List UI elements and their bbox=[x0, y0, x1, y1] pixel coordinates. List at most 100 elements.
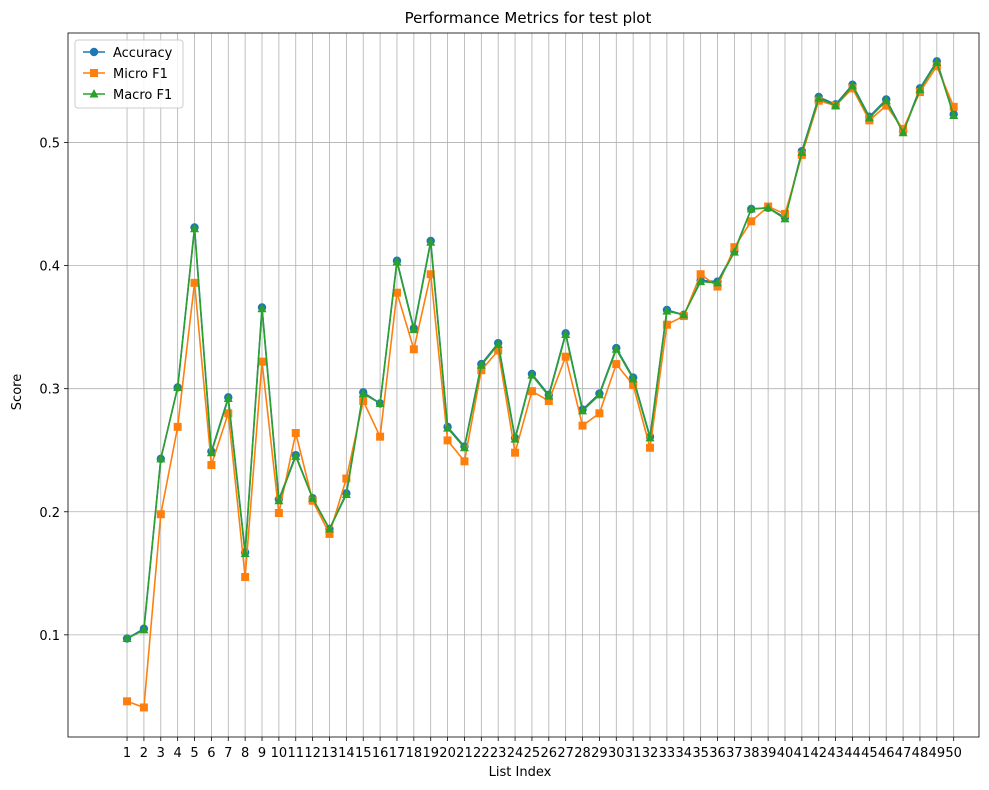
x-tick-label: 44 bbox=[844, 746, 861, 761]
legend-label-micro-f1: Micro F1 bbox=[113, 67, 168, 82]
x-tick-label: 47 bbox=[895, 746, 912, 761]
x-tick-label: 20 bbox=[439, 746, 456, 761]
x-tick-label: 24 bbox=[507, 746, 524, 761]
macro-f1-point bbox=[493, 339, 503, 348]
macro-f1-point bbox=[949, 110, 959, 119]
macro-f1-point bbox=[898, 127, 908, 137]
micro-f1-point bbox=[629, 381, 638, 389]
y-axis-label: Score bbox=[10, 374, 25, 410]
micro-f1-point bbox=[949, 102, 958, 111]
micro-f1-point bbox=[207, 461, 216, 469]
x-tick-label: 7 bbox=[224, 746, 232, 761]
macro-f1-point bbox=[173, 382, 183, 391]
x-tick-label: 39 bbox=[760, 746, 777, 761]
x-tick-label: 23 bbox=[490, 746, 507, 761]
y-tick-label: 0.5 bbox=[39, 137, 60, 152]
micro-f1-point bbox=[646, 443, 655, 452]
x-tick-label: 16 bbox=[372, 746, 389, 761]
micro-f1-point bbox=[156, 510, 165, 519]
macro-f1-point bbox=[139, 624, 149, 634]
micro-f1-point bbox=[139, 703, 148, 712]
macro-f1-point bbox=[628, 373, 638, 383]
micro-f1-point bbox=[511, 448, 520, 457]
x-tick-label: 50 bbox=[945, 746, 962, 761]
macro-f1-point bbox=[746, 204, 756, 213]
micro-f1-point bbox=[173, 422, 182, 431]
micro-f1-point bbox=[477, 366, 486, 375]
micro-f1-point bbox=[443, 436, 452, 445]
micro-f1-point bbox=[190, 278, 199, 287]
x-tick-label: 33 bbox=[659, 746, 676, 761]
micro-f1-point bbox=[612, 360, 621, 369]
macro-f1-point bbox=[881, 95, 891, 105]
series-layer bbox=[122, 57, 959, 712]
y-tick-label: 0.1 bbox=[39, 629, 60, 644]
macro-f1-point bbox=[915, 84, 925, 94]
legend-label-accuracy: Accuracy bbox=[113, 46, 173, 61]
x-axis-ticks: 1 2 3 4 5 6 7 8 9 10 11 12 13 14 15 16 17 18 19 20 21 22 23 24 2… bbox=[123, 737, 962, 761]
macro-f1-point bbox=[594, 389, 604, 399]
x-axis-label: List Index bbox=[489, 765, 552, 780]
x-tick-label: 14 bbox=[338, 746, 355, 761]
macro-f1-point bbox=[392, 256, 402, 266]
macro-f1-point bbox=[206, 447, 216, 457]
x-tick-label: 49 bbox=[929, 746, 946, 761]
x-tick-label: 35 bbox=[692, 746, 709, 761]
macro-f1-point bbox=[308, 493, 318, 502]
micro-f1-point bbox=[291, 429, 300, 437]
micro-f1-point bbox=[241, 573, 250, 581]
macro-f1-point bbox=[763, 202, 773, 212]
macro-f1-point bbox=[797, 147, 807, 156]
macro-f1-point bbox=[240, 548, 250, 558]
micro-f1-point bbox=[325, 529, 334, 538]
x-tick-label: 32 bbox=[642, 746, 659, 761]
x-tick-label: 48 bbox=[912, 746, 929, 761]
macro-f1-point bbox=[443, 423, 453, 432]
macro-f1-point bbox=[409, 324, 419, 334]
macro-f1-point bbox=[679, 309, 689, 319]
x-tick-label: 1 bbox=[123, 746, 131, 761]
macro-f1-point bbox=[729, 247, 739, 256]
macro-f1-point bbox=[780, 213, 790, 223]
micro-f1-point bbox=[409, 345, 418, 354]
micro-f1-point bbox=[392, 288, 401, 297]
x-tick-label: 31 bbox=[625, 746, 642, 761]
micro-f1-point bbox=[544, 397, 553, 405]
macro-f1-point bbox=[156, 453, 166, 463]
x-tick-label: 29 bbox=[591, 746, 608, 761]
x-tick-label: 40 bbox=[777, 746, 794, 761]
micro-f1-point bbox=[376, 432, 385, 441]
x-tick-label: 13 bbox=[321, 746, 338, 761]
micro-f1-point bbox=[359, 397, 368, 405]
accuracy-line bbox=[126, 59, 955, 640]
micro-f1-point bbox=[460, 457, 469, 466]
macro-f1-point bbox=[527, 370, 537, 379]
micro-f1-point bbox=[123, 697, 132, 706]
x-tick-label: 2 bbox=[140, 746, 148, 761]
macro-f1-point bbox=[645, 432, 655, 442]
macro-f1-point bbox=[713, 277, 723, 287]
x-tick-label: 43 bbox=[827, 746, 844, 761]
macro-f1-point bbox=[358, 388, 368, 398]
micro-f1-point bbox=[932, 62, 941, 71]
x-tick-label: 11 bbox=[287, 746, 304, 761]
macro-f1-point bbox=[696, 276, 706, 286]
x-tick-label: 17 bbox=[389, 746, 406, 761]
y-tick-label: 0.2 bbox=[39, 506, 60, 521]
macro-f1-point bbox=[814, 93, 824, 102]
macro-f1-point bbox=[831, 100, 841, 110]
chart-title: Performance Metrics for test plot bbox=[405, 9, 652, 27]
macro-f1-point bbox=[122, 633, 132, 643]
macro-f1-point bbox=[476, 360, 486, 369]
x-tick-label: 42 bbox=[810, 746, 827, 761]
macro-f1-point bbox=[847, 80, 857, 90]
micro-f1-point bbox=[595, 409, 604, 418]
x-tick-label: 12 bbox=[304, 746, 321, 761]
micro-f1-point bbox=[696, 270, 705, 279]
micro-f1-point bbox=[578, 421, 587, 430]
x-tick-label: 19 bbox=[422, 746, 439, 761]
micro-f1-point bbox=[224, 409, 233, 418]
x-tick-label: 21 bbox=[456, 746, 473, 761]
macro-f1-point bbox=[426, 237, 436, 246]
macro-f1-point bbox=[291, 451, 301, 460]
